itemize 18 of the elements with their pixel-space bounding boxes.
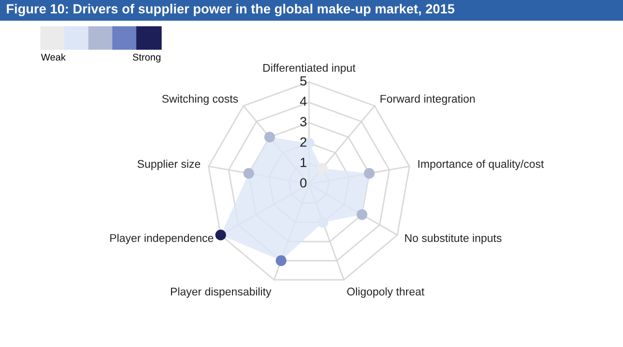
spoke-label: Differentiated input	[263, 64, 356, 74]
chart-title: Figure 10: Drivers of supplier power in the global make-up market, 2015	[6, 4, 454, 16]
text: Weak	[41, 53, 66, 61]
y-tick-label: 2	[300, 137, 306, 147]
spoke-label: Supplier size	[138, 160, 200, 170]
y-tick-label: 0	[300, 178, 306, 188]
y-tick-label: 1	[300, 158, 306, 168]
spoke-label: Player independence	[110, 234, 214, 244]
spoke-label: Player dispensability	[171, 287, 272, 298]
spoke-label: No substitute inputs	[405, 234, 502, 244]
text: Strong	[132, 54, 160, 63]
spoke-label: Importance of quality/cost	[418, 160, 544, 170]
y-tick-label: 5	[300, 76, 306, 86]
y-tick-label: 3	[300, 117, 306, 126]
y-tick-label: 4	[300, 96, 307, 106]
spoke-label: Forward integration	[380, 94, 475, 105]
spoke-label: Switching costs	[162, 94, 238, 105]
spoke-label: Oligopoly threat	[347, 287, 424, 298]
